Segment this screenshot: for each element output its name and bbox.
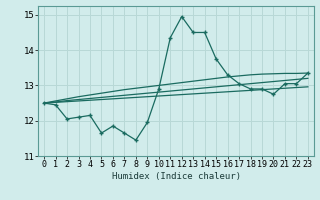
X-axis label: Humidex (Indice chaleur): Humidex (Indice chaleur) [111,172,241,181]
